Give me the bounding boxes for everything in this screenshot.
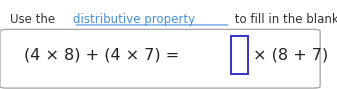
FancyBboxPatch shape bbox=[0, 29, 320, 88]
Text: to fill in the blanks below.: to fill in the blanks below. bbox=[231, 13, 337, 26]
Text: × (8 + 7): × (8 + 7) bbox=[248, 48, 328, 63]
Text: (4 × 8) + (4 × 7) =: (4 × 8) + (4 × 7) = bbox=[24, 48, 184, 63]
Text: Use the: Use the bbox=[10, 13, 59, 26]
FancyBboxPatch shape bbox=[231, 36, 248, 74]
Text: distributive property: distributive property bbox=[73, 13, 195, 26]
